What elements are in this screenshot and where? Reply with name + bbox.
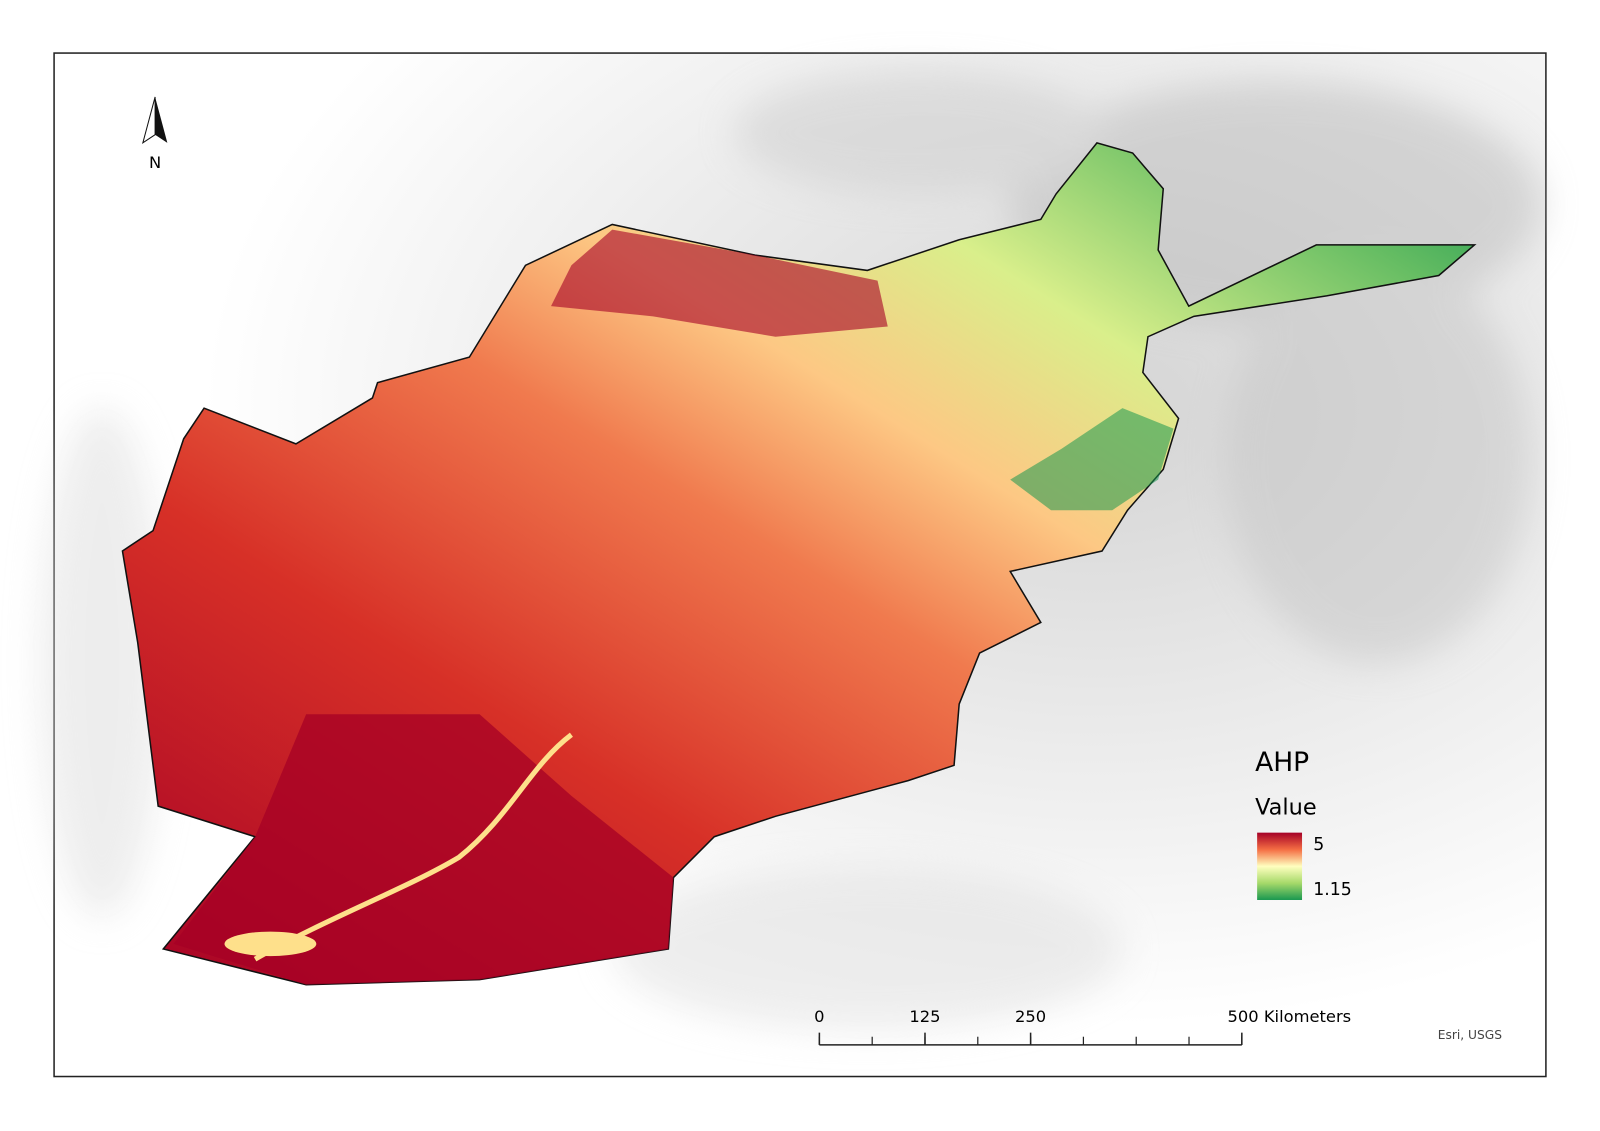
legend: AHP Value 5 1.15 <box>1255 747 1352 900</box>
attribution: Esri, USGS <box>1438 1028 1503 1042</box>
scale-label: 500 Kilometers <box>1228 1007 1352 1026</box>
legend-high: 5 <box>1313 835 1324 855</box>
lake <box>224 931 317 957</box>
scale-bar: 0 125 250 500 Kilometers <box>814 1007 1352 1046</box>
river <box>253 732 573 962</box>
legend-title: AHP <box>1255 747 1309 778</box>
high-zone <box>173 714 674 985</box>
east-low-zone <box>1010 408 1174 511</box>
north-high-zone <box>551 229 888 337</box>
legend-field: Value <box>1255 795 1317 821</box>
legend-low: 1.15 <box>1313 880 1352 900</box>
scale-label: 250 <box>1015 1007 1046 1026</box>
color-ramp <box>1257 832 1303 900</box>
scale-label: 125 <box>909 1007 940 1026</box>
north-label: N <box>149 153 161 172</box>
scale-label: 0 <box>814 1007 824 1026</box>
map-frame: N AHP Value 5 1.15 0 125 250 500 Kilometers… <box>40 52 1547 1078</box>
